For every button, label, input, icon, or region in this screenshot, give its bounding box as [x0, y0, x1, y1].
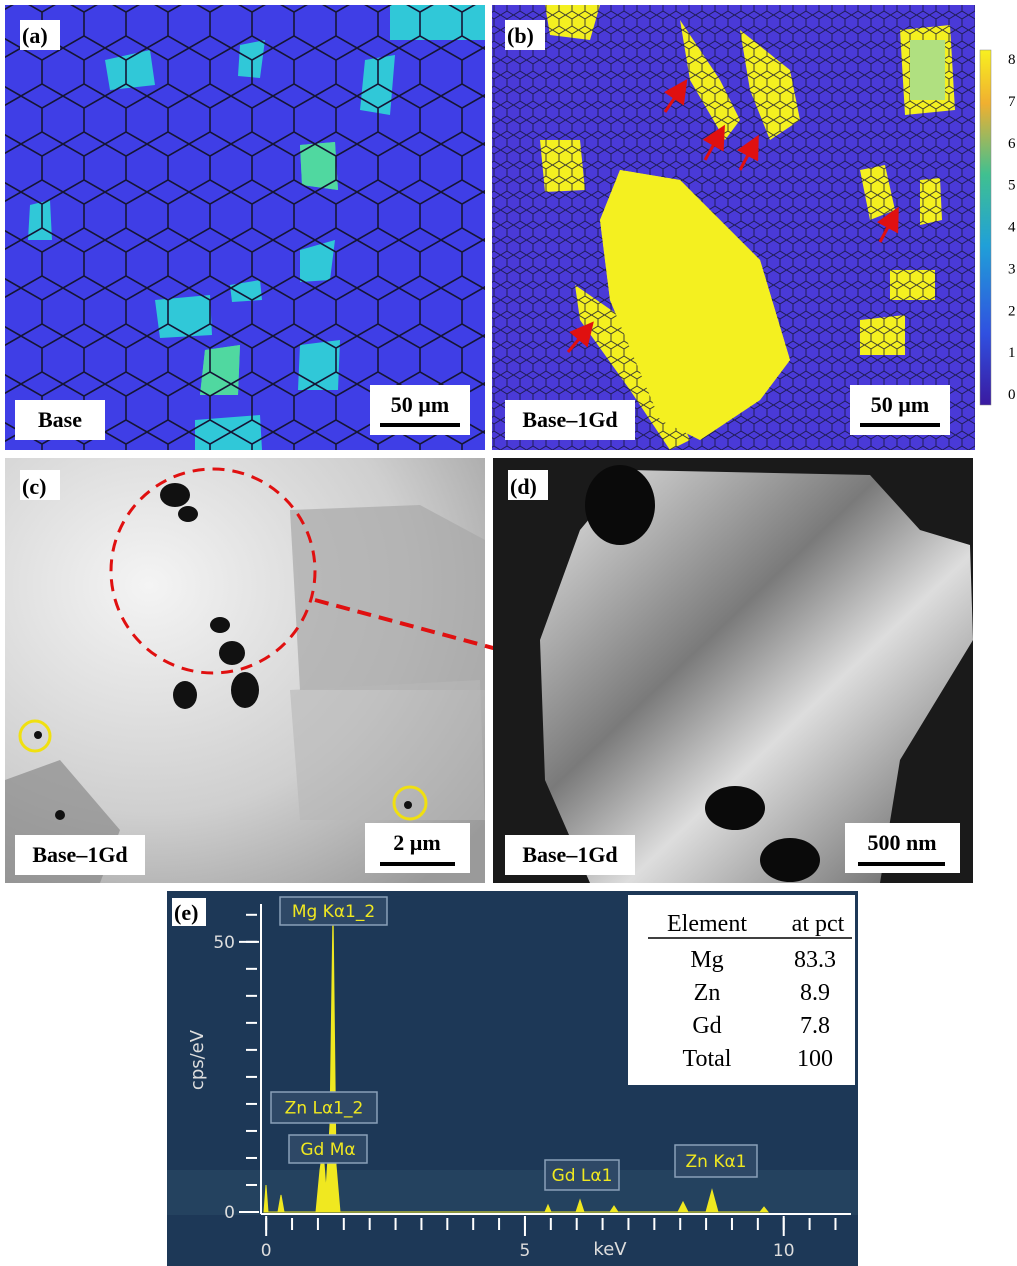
scale-bar-label: 500 nm	[867, 830, 936, 855]
colorbar-tick-label: 0	[1008, 387, 1016, 403]
x-axis-label: keV	[593, 1239, 627, 1260]
panel-label: (d)	[510, 474, 537, 499]
sample-label: Base	[38, 407, 82, 432]
colorbar-tick-label: 5	[1008, 178, 1016, 194]
x-tick-label: 0	[261, 1241, 272, 1261]
scale-bar-label: 2 µm	[393, 830, 441, 855]
panel-label: (e)	[174, 900, 198, 925]
panel-label: (a)	[22, 23, 48, 48]
y-tick-label: 50	[213, 933, 235, 953]
panel-a: (a) Base 50 µm	[5, 5, 485, 450]
table-cell: 8.9	[800, 980, 830, 1006]
y-axis-label: cps/eV	[187, 1029, 208, 1090]
sample-label: Base–1Gd	[522, 842, 617, 867]
y-tick-label: 0	[224, 1203, 235, 1223]
table-cell: Total	[683, 1046, 732, 1072]
table-cell: 83.3	[794, 947, 836, 973]
x-tick-label: 5	[520, 1241, 531, 1261]
peak-label: Zn Kα1	[686, 1152, 747, 1172]
colorbar-tick-label: 3	[1008, 261, 1016, 277]
colorbar-tick-label: 8	[1008, 52, 1016, 68]
panel-c: (c) Base–1Gd 2 µm	[5, 458, 545, 883]
panel-label: (c)	[22, 474, 46, 499]
table-cell: 7.8	[800, 1013, 830, 1039]
panel-label: (b)	[507, 23, 534, 48]
scale-bar-label: 50 µm	[391, 392, 450, 417]
colorbar-tick-label: 1	[1008, 345, 1016, 361]
peak-label: Gd Mα	[300, 1140, 355, 1160]
table-cell: Mg	[690, 947, 723, 973]
table-cell: Gd	[692, 1013, 721, 1039]
colorbar-tick-label: 6	[1008, 136, 1016, 152]
peak-label: Mg Kα1_2	[292, 902, 375, 922]
x-tick-label: 10	[773, 1241, 795, 1261]
colorbar: 8 7 6 5 4 3 2 1 0	[980, 50, 1016, 405]
colorbar-tick-label: 7	[1008, 94, 1016, 110]
page: (a) Base 50 µm (b) Base–1Gd 50 µm 8 7 6 5 4 3…	[0, 0, 1017, 1266]
peak-label: Zn Lα1_2	[285, 1099, 364, 1119]
panel-d: (d) Base–1Gd 500 nm	[493, 458, 973, 883]
peak-label: Gd Lα1	[552, 1166, 613, 1186]
scale-bar-label: 50 µm	[871, 392, 930, 417]
sample-label: Base–1Gd	[522, 407, 617, 432]
sample-label: Base–1Gd	[32, 842, 127, 867]
table-cell: 100	[797, 1046, 833, 1072]
colorbar-tick-label: 2	[1008, 303, 1016, 319]
table-header: Element	[667, 911, 747, 937]
colorbar-tick-label: 4	[1008, 220, 1016, 236]
panel-b: (b) Base–1Gd 50 µm	[492, 5, 975, 450]
figure: (a) Base 50 µm (b) Base–1Gd 50 µm 8 7 6 5 4 3…	[0, 0, 1017, 1266]
table-cell: Zn	[694, 980, 721, 1006]
table-header: at pct	[792, 911, 845, 937]
